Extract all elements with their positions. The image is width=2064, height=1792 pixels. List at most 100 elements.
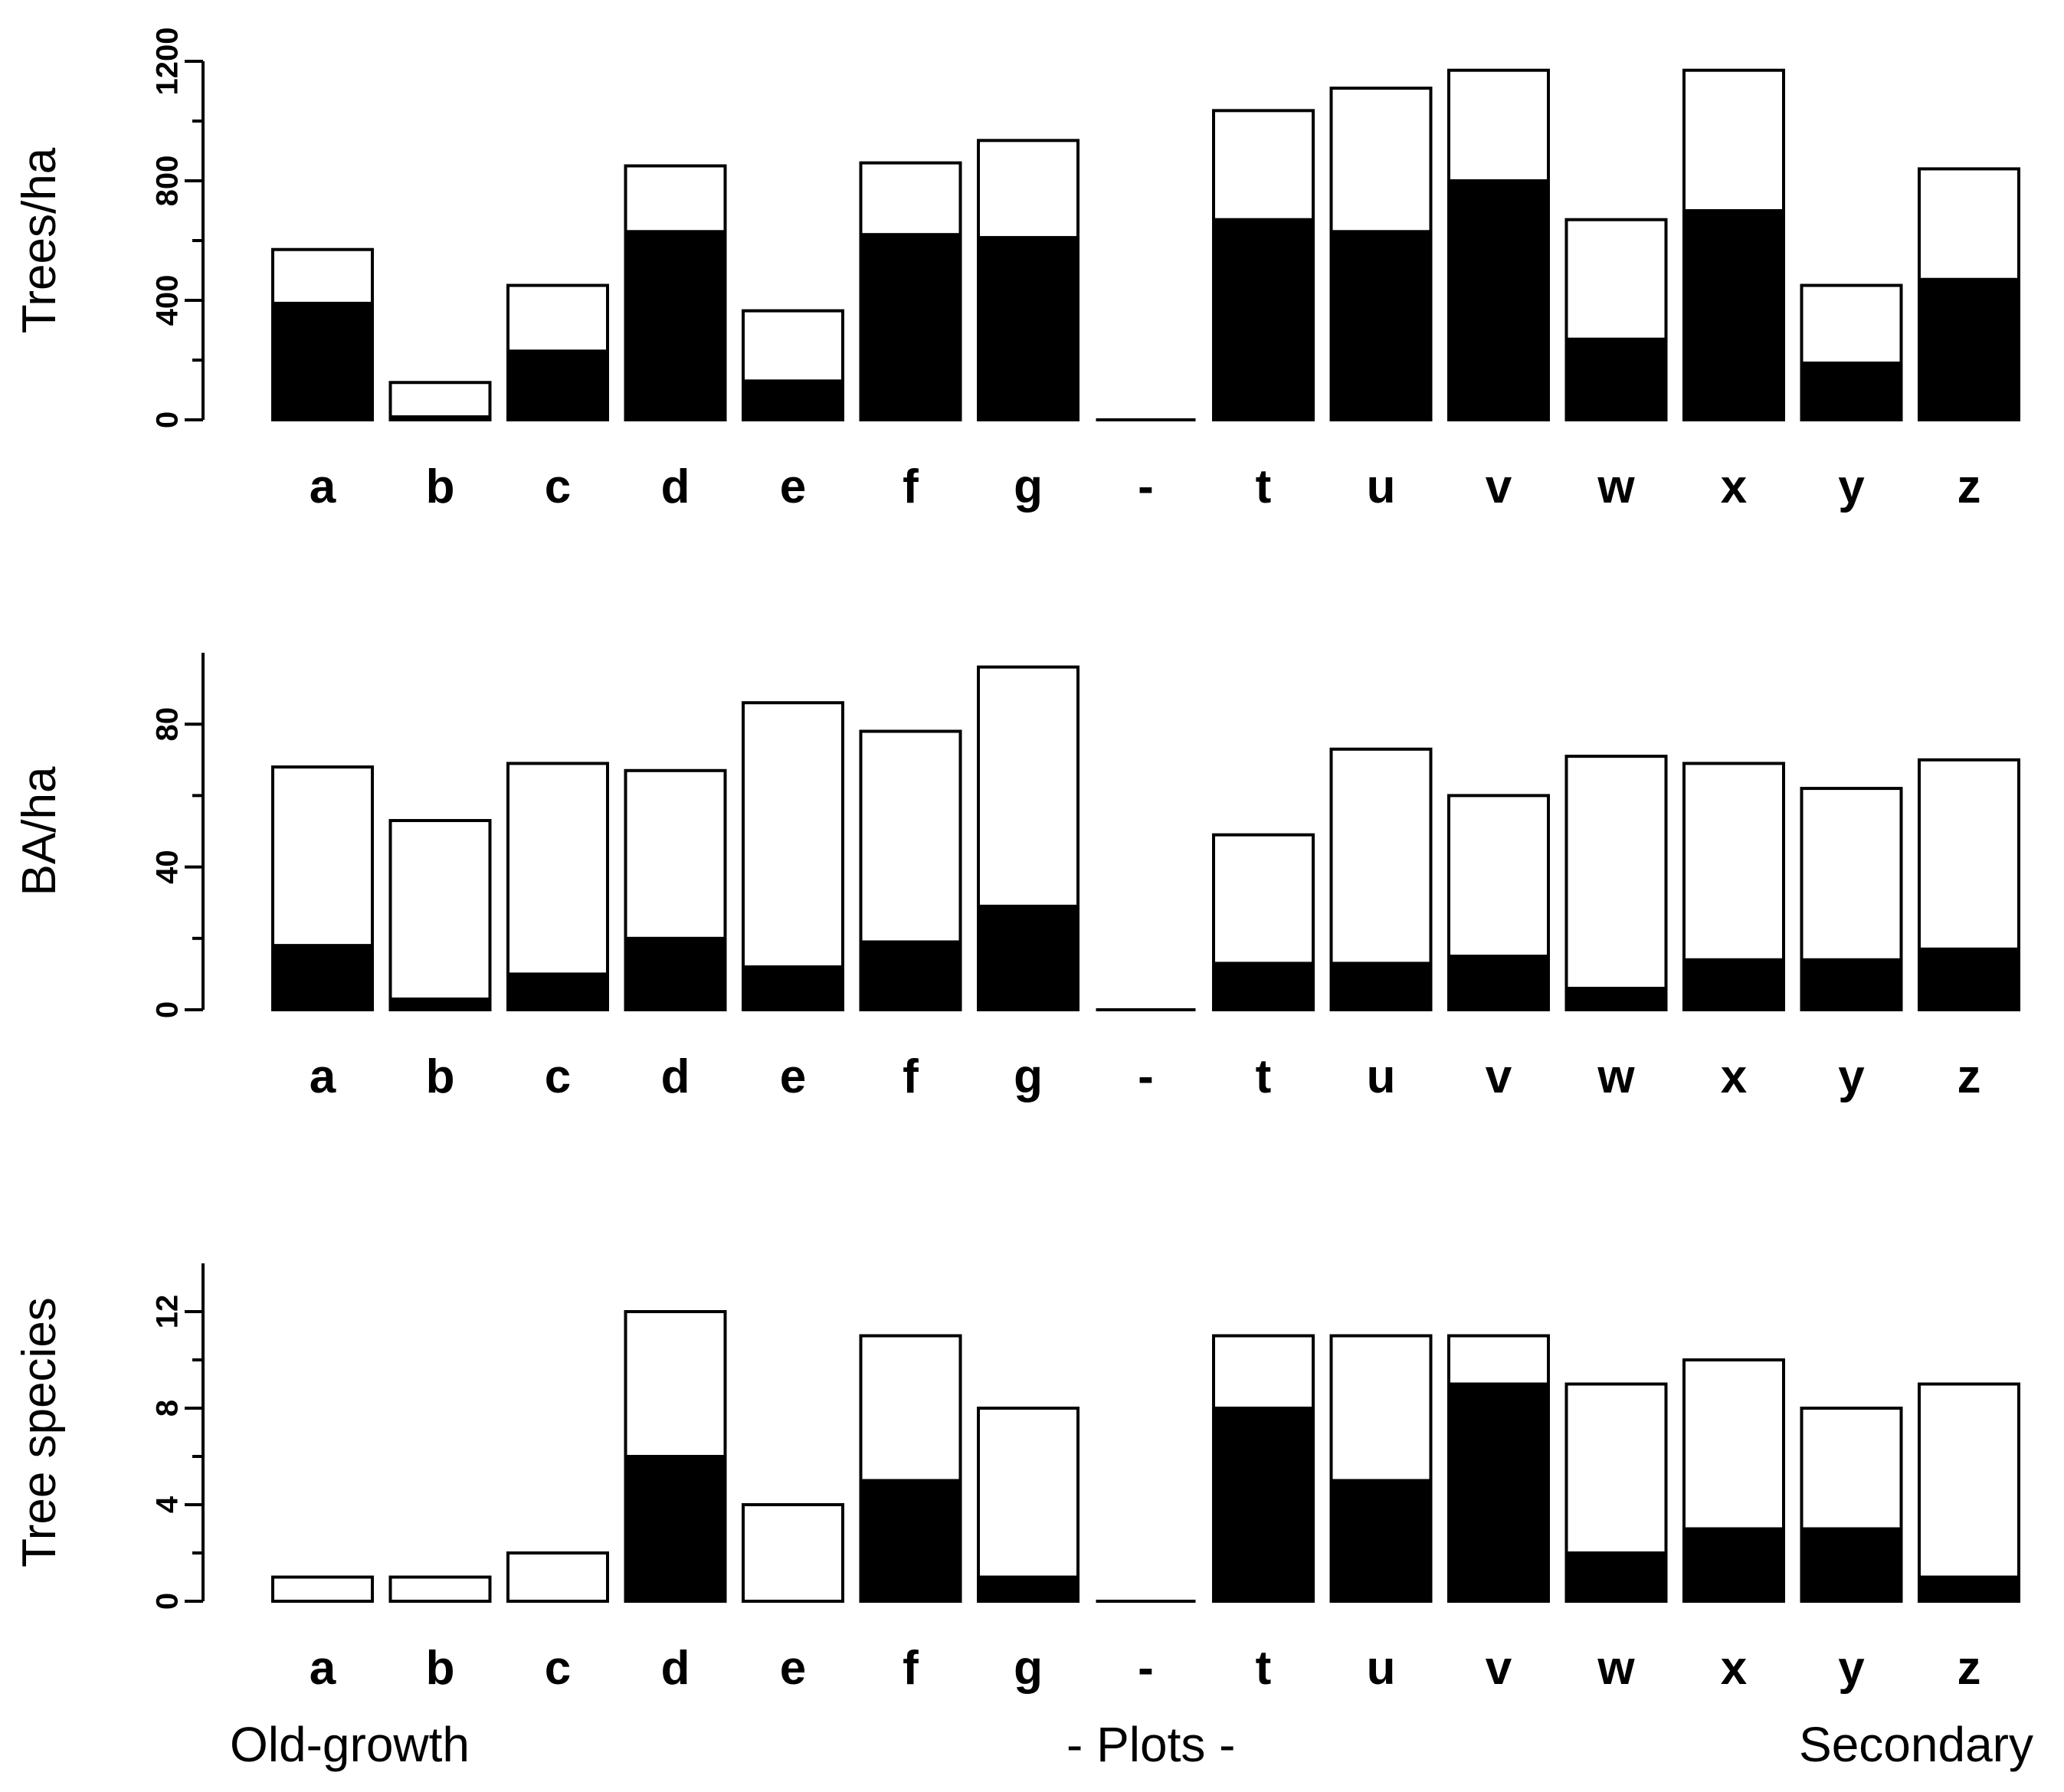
tree-species-category-label-f: f xyxy=(903,1642,919,1695)
tree-species-bar-black-u xyxy=(1329,1479,1433,1603)
trees-per-ha-category-label-a: a xyxy=(310,460,336,513)
ba-per-ha-category-label-v: v xyxy=(1486,1050,1512,1103)
tree-species-category-label-z: z xyxy=(1958,1642,1981,1695)
trees-per-ha-category-label-w: w xyxy=(1597,460,1635,513)
footer-plots-label: - Plots - xyxy=(1066,1717,1236,1772)
tree-species-bar-total-g xyxy=(977,1407,1080,1603)
trees-per-ha-bar-black-d xyxy=(624,230,727,421)
trees-per-ha-category-label-t: t xyxy=(1256,460,1272,513)
ba-per-ha-y-tick-label-2: 80 xyxy=(151,707,185,742)
trees-per-ha-bar-black-x xyxy=(1682,209,1785,421)
tree-species-bar-total-b xyxy=(388,1575,492,1603)
panel-trees-per-ha: 0 400 800 1200 Trees/ha a b c d e f g - t u v w x y z xyxy=(13,28,2020,513)
ba-per-ha-bar-total-w xyxy=(1564,755,1668,1011)
ba-per-ha-category-label-x: x xyxy=(1721,1050,1748,1103)
panel-ba-per-ha: 0 40 80 BA/ha a b c d e f g - t u v w x y z xyxy=(13,653,2020,1103)
ba-per-ha-bar-black-b xyxy=(388,998,492,1012)
tree-species-bar-black-x xyxy=(1682,1527,1785,1603)
ba-per-ha-category-label-dash: - xyxy=(1138,1050,1154,1103)
ba-per-ha-category-label-b: b xyxy=(426,1050,455,1103)
trees-per-ha-y-tick-label-1: 400 xyxy=(151,275,185,326)
ba-per-ha-category-label-d: d xyxy=(661,1050,690,1103)
ba-per-ha-bar-black-e xyxy=(742,965,844,1011)
ba-per-ha-bar-black-g xyxy=(977,904,1080,1011)
tree-species-category-label-c: c xyxy=(545,1642,571,1695)
trees-per-ha-bar-total-b xyxy=(388,381,492,421)
trees-per-ha-y-tick-label-3: 1200 xyxy=(151,28,185,96)
ba-per-ha-bar-black-w xyxy=(1564,987,1668,1012)
trees-per-ha-bar-black-e xyxy=(742,379,844,421)
tree-species-category-label-e: e xyxy=(780,1642,806,1695)
trees-per-ha-bar-black-w xyxy=(1564,337,1668,422)
trees-per-ha-category-label-u: u xyxy=(1367,460,1396,513)
trees-per-ha-bar-black-t xyxy=(1212,218,1315,421)
trees-per-ha-bar-black-a xyxy=(271,301,374,421)
trees-per-ha-category-label-b: b xyxy=(426,460,455,513)
trees-per-ha-category-label-e: e xyxy=(780,460,806,513)
tree-species-category-label-t: t xyxy=(1256,1642,1272,1695)
ba-per-ha-bar-black-d xyxy=(624,936,727,1012)
trees-per-ha-bar-black-b xyxy=(388,415,492,421)
trees-per-ha-y-tick-label-2: 800 xyxy=(151,156,185,207)
trees-per-ha-category-label-v: v xyxy=(1486,460,1512,513)
tree-species-bar-black-f xyxy=(859,1479,962,1603)
ba-per-ha-category-label-f: f xyxy=(903,1050,919,1103)
trees-per-ha-bar-black-y xyxy=(1800,361,1903,421)
ba-per-ha-category-label-t: t xyxy=(1256,1050,1272,1103)
tree-species-category-label-y: y xyxy=(1838,1642,1865,1695)
tree-species-category-label-x: x xyxy=(1721,1642,1748,1695)
ba-per-ha-bar-black-t xyxy=(1212,962,1315,1012)
tree-species-bar-total-a xyxy=(271,1575,374,1603)
tree-species-bar-black-t xyxy=(1212,1407,1315,1603)
tree-species-category-label-a: a xyxy=(310,1642,336,1695)
tree-species-category-label-b: b xyxy=(426,1642,455,1695)
ba-per-ha-bar-total-b xyxy=(388,819,492,1012)
trees-per-ha-category-label-d: d xyxy=(661,460,690,513)
tree-species-bar-black-v xyxy=(1447,1382,1550,1603)
tree-species-bar-black-w xyxy=(1564,1551,1668,1603)
panel-tree-species: 0 4 8 12 Tree species a b c d e f g - t u v w x y z xyxy=(13,1263,2020,1695)
ba-per-ha-category-label-c: c xyxy=(545,1050,571,1103)
ba-per-ha-category-label-e: e xyxy=(780,1050,806,1103)
ba-per-ha-y-axis-label: BA/ha xyxy=(13,766,66,896)
tree-species-bar-total-z xyxy=(1918,1382,2020,1603)
trees-per-ha-category-label-x: x xyxy=(1721,460,1748,513)
trees-per-ha-category-label-g: g xyxy=(1014,460,1043,513)
trees-per-ha-category-label-dash: - xyxy=(1138,460,1154,513)
ba-per-ha-bar-total-e xyxy=(742,701,844,1011)
ba-per-ha-bar-total-c xyxy=(506,762,609,1012)
ba-per-ha-category-label-z: z xyxy=(1958,1050,1981,1103)
tree-species-bar-black-g xyxy=(977,1575,1080,1603)
tree-species-category-label-u: u xyxy=(1367,1642,1396,1695)
ba-per-ha-bar-black-x xyxy=(1682,958,1785,1012)
ba-per-ha-bar-black-y xyxy=(1800,958,1903,1012)
ba-per-ha-bar-black-c xyxy=(506,972,609,1012)
ba-per-ha-y-tick-label-0: 0 xyxy=(151,1001,185,1018)
trees-per-ha-category-label-z: z xyxy=(1958,460,1981,513)
tree-species-category-label-g: g xyxy=(1014,1642,1043,1695)
tree-species-category-label-d: d xyxy=(661,1642,690,1695)
ba-per-ha-category-label-w: w xyxy=(1597,1050,1635,1103)
ba-per-ha-bar-black-a xyxy=(271,944,374,1011)
ba-per-ha-category-label-a: a xyxy=(310,1050,336,1103)
trees-per-ha-category-label-y: y xyxy=(1838,460,1865,513)
ba-per-ha-y-tick-label-1: 40 xyxy=(151,850,185,884)
ba-per-ha-bar-black-u xyxy=(1329,962,1433,1012)
ba-per-ha-category-label-u: u xyxy=(1367,1050,1396,1103)
trees-per-ha-bar-black-u xyxy=(1329,230,1433,421)
tree-species-y-tick-label-1: 4 xyxy=(151,1496,185,1513)
tree-species-y-tick-label-2: 8 xyxy=(151,1400,185,1417)
footer-secondary-label: Secondary xyxy=(1799,1717,2033,1772)
trees-per-ha-bar-black-g xyxy=(977,236,1080,421)
tree-species-bar-black-z xyxy=(1918,1575,2020,1603)
footer-old-growth-label: Old-growth xyxy=(230,1717,470,1772)
tree-species-y-tick-label-3: 12 xyxy=(151,1295,185,1329)
tree-species-y-tick-label-0: 0 xyxy=(151,1593,185,1610)
trees-per-ha-bar-black-v xyxy=(1447,179,1550,421)
trees-per-ha-bar-black-f xyxy=(859,233,962,422)
tree-species-y-axis-label: Tree species xyxy=(13,1297,66,1568)
ba-per-ha-category-label-y: y xyxy=(1838,1050,1865,1103)
tree-species-bar-total-e xyxy=(742,1503,844,1603)
tree-species-category-label-dash: - xyxy=(1138,1642,1154,1695)
